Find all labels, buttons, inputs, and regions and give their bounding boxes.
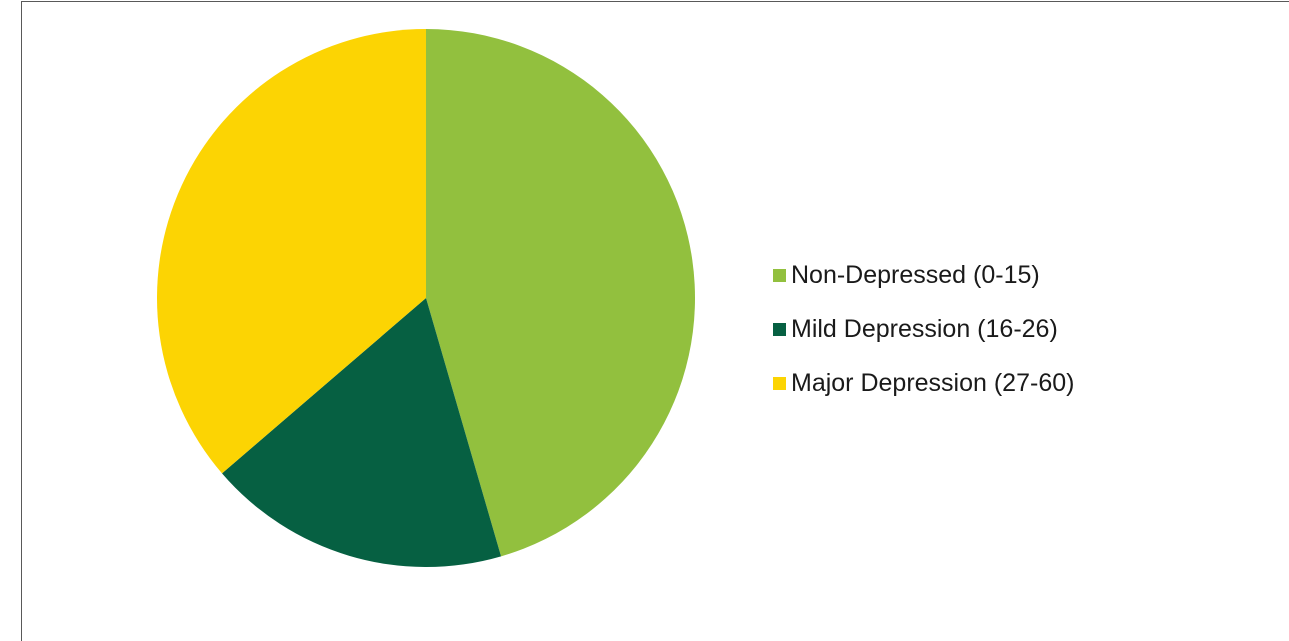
legend-item-mild-depression: Mild Depression (16-26) bbox=[773, 302, 1074, 356]
legend-swatch-non-depressed bbox=[773, 268, 786, 282]
legend-label-mild-depression: Mild Depression (16-26) bbox=[791, 314, 1058, 343]
legend-label-non-depressed: Non-Depressed (0-15) bbox=[791, 260, 1040, 289]
legend-label-major-depression: Major Depression (27-60) bbox=[791, 368, 1075, 397]
pie-slice-major-depression bbox=[157, 29, 426, 474]
legend-item-non-depressed: Non-Depressed (0-15) bbox=[773, 248, 1074, 302]
chart-legend: Non-Depressed (0-15) Mild Depression (16… bbox=[773, 248, 1074, 410]
chart-frame bbox=[21, 1, 1289, 641]
legend-item-major-depression: Major Depression (27-60) bbox=[773, 356, 1074, 410]
legend-swatch-major-depression bbox=[773, 376, 786, 390]
pie-slice-mild-depression bbox=[222, 298, 502, 568]
legend-swatch-mild-depression bbox=[773, 322, 786, 336]
pie-slice-non-depressed bbox=[426, 29, 696, 557]
